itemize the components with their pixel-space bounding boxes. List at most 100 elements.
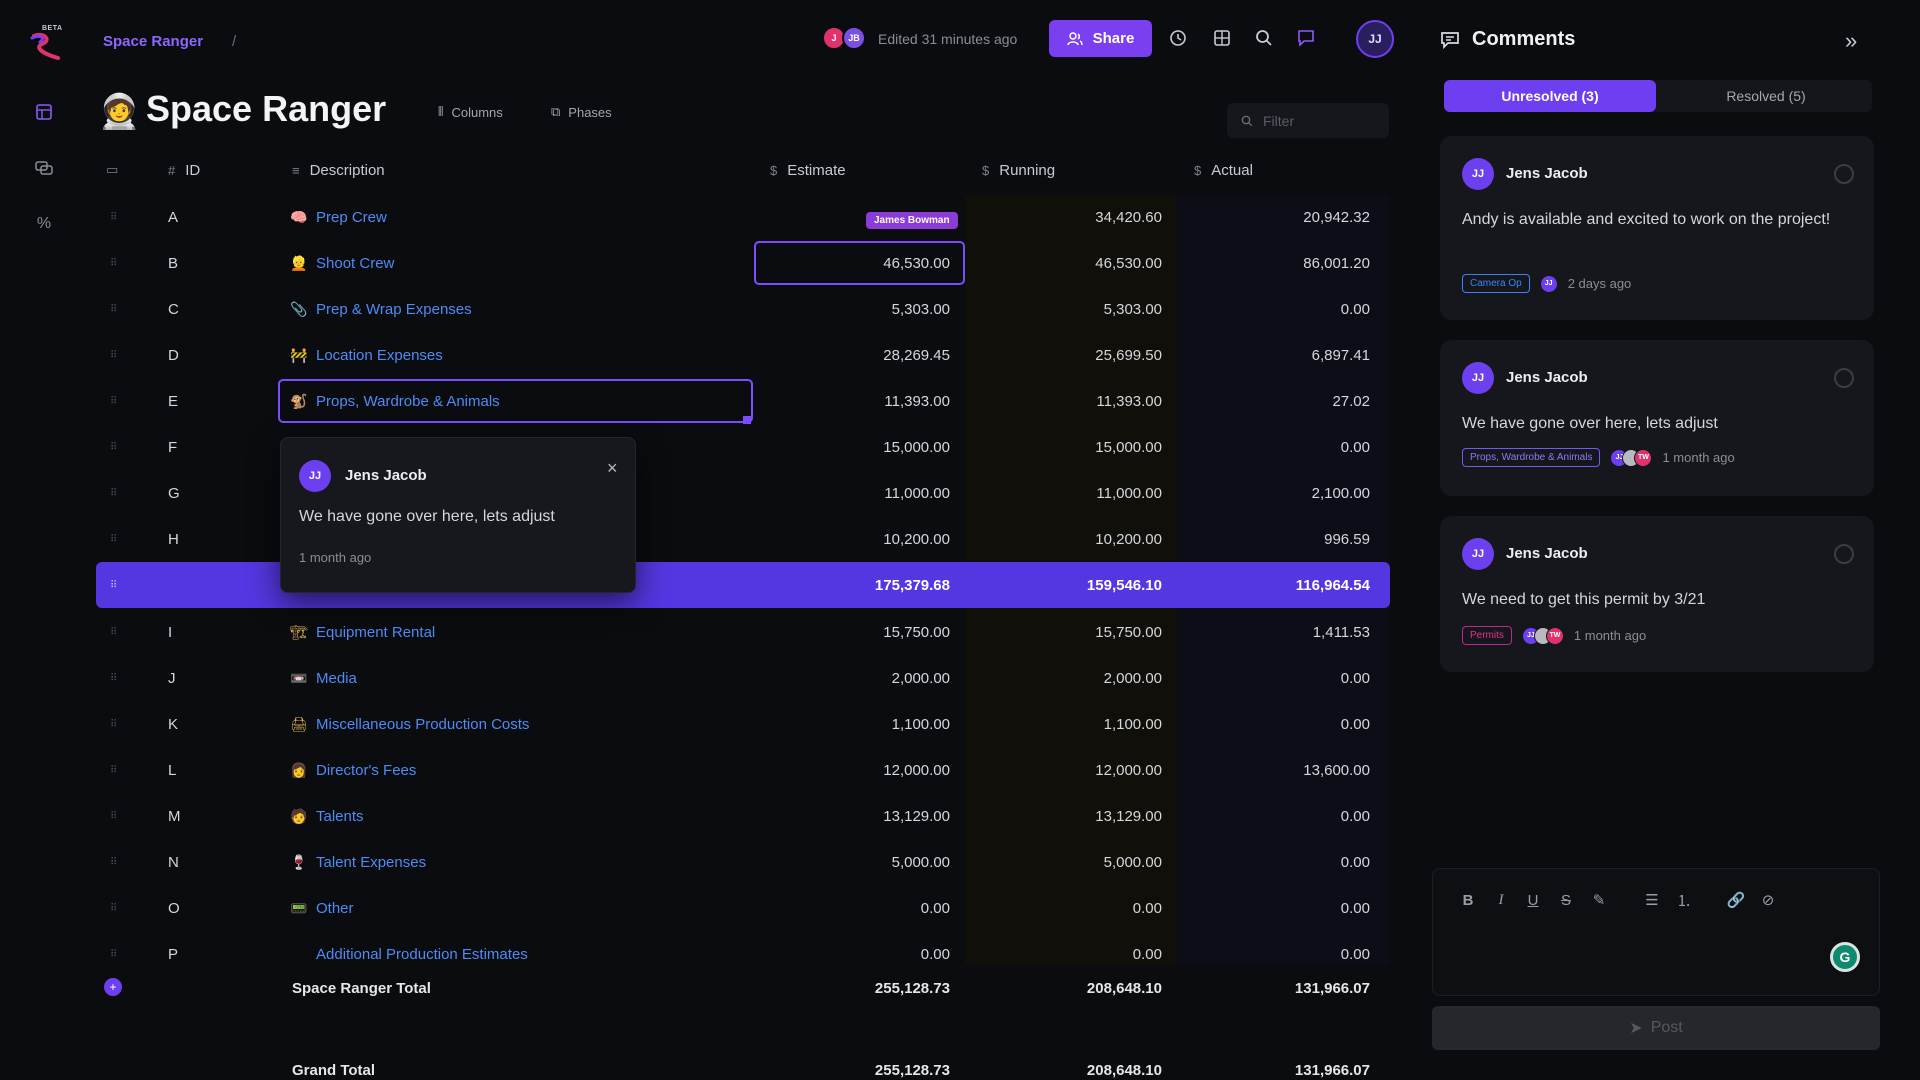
row-estimate[interactable]: 10,200.00 [883,530,950,548]
table-row[interactable]: ⠿ N 🍷 Talent Expenses 5,000.00 5,000.00 0.00 [96,839,1390,885]
table-row[interactable]: ⠿ E 🐒 Props, Wardrobe & Animals 11,393.00 11,… [96,378,1390,424]
bold-icon[interactable]: B [1462,891,1474,909]
columns-button[interactable]: ⫴ Columns [438,104,503,120]
drag-handle-icon[interactable]: ⠿ [110,764,117,776]
drag-handle-icon[interactable]: ⠿ [110,349,117,361]
unlink-icon[interactable]: ⊘ [1761,892,1775,909]
drag-handle-icon[interactable]: ⠿ [110,441,117,453]
row-description[interactable]: 🧑 Talents [290,793,364,839]
row-estimate[interactable]: 0.00 [920,899,950,917]
drag-handle-icon[interactable]: ⠿ [110,303,117,315]
app-logo[interactable] [26,22,66,62]
table-row[interactable]: ⠿ G 11,000.00 11,000.00 2,100.00 [96,470,1390,516]
percent-icon[interactable]: % [36,215,52,232]
row-actual[interactable]: 0.00 [1340,300,1370,318]
row-estimate[interactable]: 12,000.00 [883,761,950,779]
table-row[interactable]: ⠿ I 🏗 Equipment Rental 15,750.00 15,750.00 1,4… [96,609,1390,655]
comment-card[interactable]: JJ Jens Jacob We have gone over here, le… [1440,340,1874,496]
column-header-description[interactable]: ≡ Description [292,162,385,179]
row-actual[interactable]: 0.00 [1340,945,1370,963]
row-description[interactable]: 📼 Media [290,655,357,701]
row-estimate[interactable]: 46,530.00 [883,254,950,272]
comments-icon[interactable] [1294,26,1318,50]
comment-card[interactable]: JJ Jens Jacob Andy is available and exci… [1440,136,1874,320]
grid-icon[interactable] [30,98,58,126]
row-actual[interactable]: 996.59 [1324,530,1370,548]
tab-unresolved[interactable]: Unresolved (3) [1444,80,1656,112]
selected-estimate-cell[interactable] [754,241,965,285]
row-estimate[interactable]: 15,750.00 [883,623,950,641]
row-actual[interactable]: 0.00 [1340,438,1370,456]
italic-icon[interactable]: I [1498,891,1504,908]
row-estimate[interactable]: 15,000.00 [883,438,950,456]
highlight-icon[interactable]: ✎ [1592,892,1606,909]
numbered-list-icon[interactable]: ⒈ [1676,892,1692,910]
bullet-list-icon[interactable]: ☰ [1645,892,1659,909]
row-estimate[interactable]: 0.00 [920,945,950,963]
column-header-actual[interactable]: $ Actual [1194,162,1253,179]
search-icon[interactable] [1252,26,1276,50]
drag-handle-icon[interactable]: ⠿ [110,533,117,545]
drag-handle-icon[interactable]: ⠿ [110,395,117,407]
row-actual[interactable]: 2,100.00 [1311,484,1370,502]
table-row[interactable]: ⠿ M 🧑 Talents 13,129.00 13,129.00 0.00 [96,793,1390,839]
table-row[interactable]: ⠿ J 📼 Media 2,000.00 2,000.00 0.00 [96,655,1390,701]
close-icon[interactable]: × [607,458,618,478]
underline-icon[interactable]: U [1527,891,1539,909]
selected-description-cell[interactable] [278,379,753,423]
row-description[interactable]: 🏗 Equipment Rental [290,609,435,655]
row-description[interactable]: 🧠 Prep Crew [290,194,387,240]
comment-tag[interactable]: Props, Wardrobe & Animals [1462,448,1601,467]
comment-card[interactable]: JJ Jens Jacob We need to get this permit… [1440,516,1874,672]
row-estimate[interactable]: 1,100.00 [891,715,950,733]
row-actual[interactable]: 0.00 [1340,807,1370,825]
table-row[interactable]: ⠿ A 🧠 Prep Crew 34,420.60 20,942.32 [96,194,1390,240]
drag-handle-icon[interactable]: ⠿ [110,718,117,730]
comment-editor[interactable] [1432,868,1880,996]
row-estimate[interactable]: 11,393.00 [884,392,950,410]
resolve-toggle[interactable] [1834,368,1854,388]
table-row[interactable]: ⠿ D 🚧 Location Expenses 28,269.45 25,699.50 6,… [96,332,1390,378]
row-actual[interactable]: 0.00 [1340,899,1370,917]
drag-handle-icon[interactable]: ⠿ [110,856,117,868]
resolve-toggle[interactable] [1834,164,1854,184]
row-estimate[interactable]: 13,129.00 [883,807,950,825]
user-avatar[interactable]: JJ [1356,20,1394,58]
column-header-estimate[interactable]: $ Estimate [770,162,846,179]
row-estimate[interactable]: 5,000.00 [891,853,950,871]
comment-tag[interactable]: Permits [1462,626,1512,645]
breadcrumb[interactable]: Space Ranger [103,33,204,50]
row-description[interactable]: 👩 Director's Fees [290,747,416,793]
row-actual[interactable]: 86,001.20 [1303,254,1370,272]
row-estimate[interactable]: 11,000.00 [884,484,950,502]
column-header-id[interactable]: # ID [168,162,200,179]
table-row[interactable]: ⠿ H 10,200.00 10,200.00 996.59 [96,516,1390,562]
drag-handle-icon[interactable]: ⠿ [110,810,117,822]
row-description[interactable]: 🖨 Miscellaneous Production Costs [290,701,529,747]
table-row[interactable]: ⠿ B 👱 Shoot Crew 46,530.00 46,530.00 86,001.20 [96,240,1390,286]
drag-handle-icon[interactable]: ⠿ [110,257,117,269]
collaborator-avatar[interactable]: JB [842,26,866,50]
row-actual[interactable]: 0.00 [1340,715,1370,733]
row-estimate[interactable]: 2,000.00 [891,669,950,687]
fill-handle[interactable] [743,416,751,424]
drag-handle-icon[interactable]: ⠿ [110,626,117,638]
row-select-header[interactable]: ▭ [106,162,119,177]
drag-handle-icon[interactable]: ⠿ [110,211,117,223]
row-actual[interactable]: 1,411.53 [1312,623,1370,641]
row-description[interactable]: 📎 Prep & Wrap Expenses [290,286,472,332]
table-row[interactable]: ⠿ P Additional Production Estimates 0.00 0.0… [96,931,1390,977]
table-row[interactable]: ⠿ F 15,000.00 15,000.00 0.00 [96,424,1390,470]
row-actual[interactable]: 0.00 [1340,853,1370,871]
drag-handle-icon[interactable]: ⠿ [110,902,117,914]
row-description[interactable]: 👱 Shoot Crew [290,240,394,286]
layout-icon[interactable] [1210,26,1234,50]
row-actual[interactable]: 27.02 [1332,392,1370,410]
row-actual[interactable]: 6,897.41 [1311,346,1370,364]
tab-resolved[interactable]: Resolved (5) [1726,88,1806,104]
row-description[interactable]: 🐒 Props, Wardrobe & Animals [290,378,500,424]
row-description[interactable]: 🍷 Talent Expenses [290,839,426,885]
table-row[interactable]: ⠿ O 📟 Other 0.00 0.00 0.00 [96,885,1390,931]
column-header-running[interactable]: $ Running [982,162,1055,179]
share-button[interactable]: Share [1049,20,1152,57]
